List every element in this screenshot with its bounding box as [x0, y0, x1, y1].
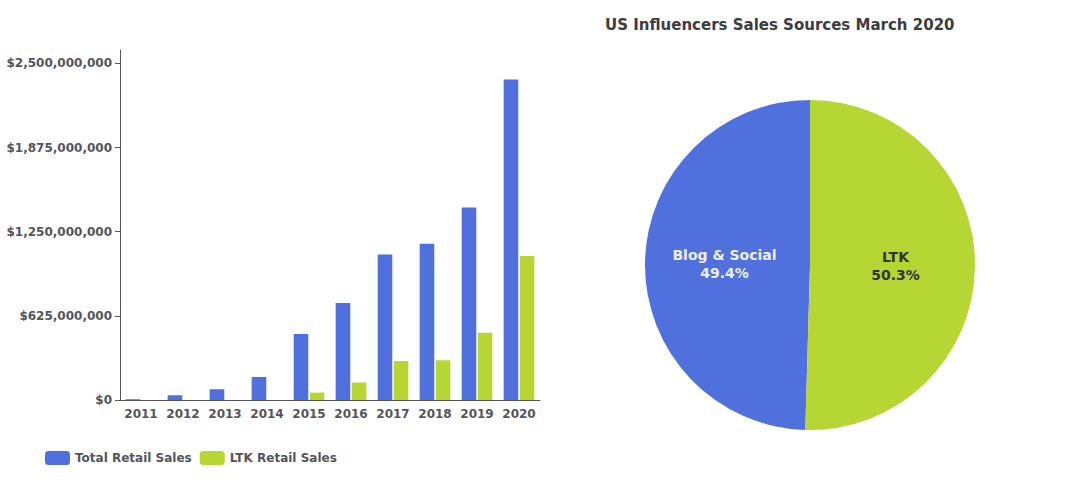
svg-text:$1,250,000,000: $1,250,000,000: [6, 225, 112, 239]
svg-text:2017: 2017: [376, 407, 409, 421]
svg-text:US Influencers Sales Sources M: US Influencers Sales Sources March 2020: [605, 16, 955, 34]
svg-text:49.4%: 49.4%: [700, 265, 749, 281]
svg-text:2019: 2019: [460, 407, 493, 421]
svg-text:2015: 2015: [292, 407, 325, 421]
svg-text:2014: 2014: [250, 407, 283, 421]
svg-text:LTK: LTK: [882, 249, 910, 265]
svg-text:2011: 2011: [124, 407, 157, 421]
svg-text:Total Retail Sales: Total Retail Sales: [75, 451, 192, 465]
svg-text:2020: 2020: [502, 407, 535, 421]
svg-text:LTK Retail Sales: LTK Retail Sales: [230, 451, 337, 465]
svg-text:Blog & Social: Blog & Social: [672, 247, 776, 263]
svg-text:$625,000,000: $625,000,000: [19, 309, 112, 323]
svg-text:$2,500,000,000: $2,500,000,000: [6, 56, 112, 70]
svg-text:2016: 2016: [334, 407, 367, 421]
svg-text:$0: $0: [95, 393, 112, 407]
svg-text:$1,875,000,000: $1,875,000,000: [6, 141, 112, 155]
svg-text:50.3%: 50.3%: [871, 267, 920, 283]
svg-text:2013: 2013: [208, 407, 241, 421]
svg-text:2012: 2012: [166, 407, 199, 421]
svg-text:2018: 2018: [418, 407, 451, 421]
